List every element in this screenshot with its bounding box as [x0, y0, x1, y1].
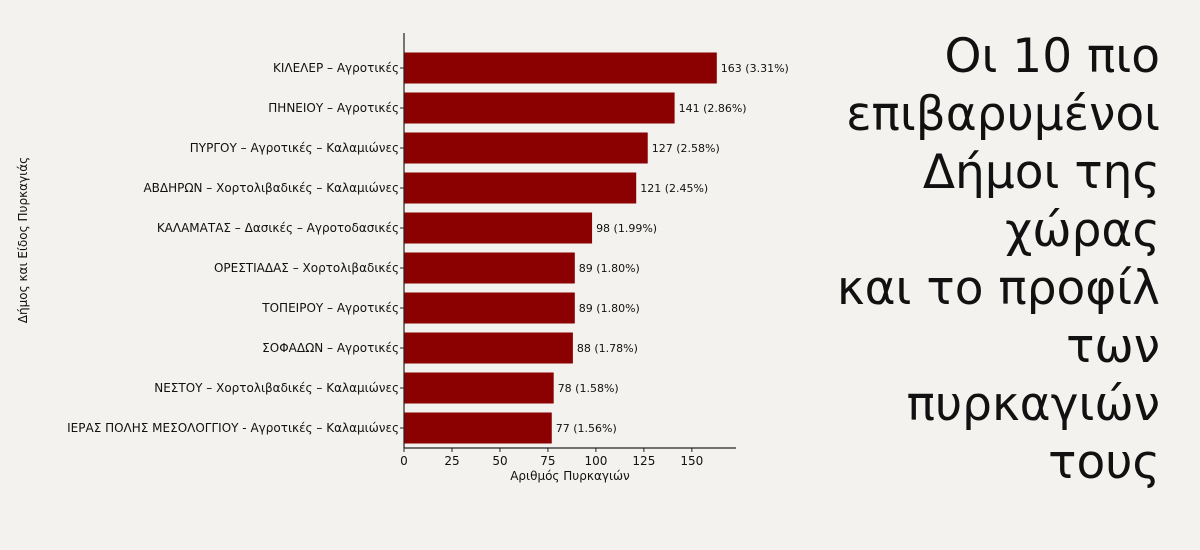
y-tick-label: ΚΙΛΕΛΕΡ – Αγροτικές: [273, 61, 399, 75]
bar-chart: ΚΙΛΕΛΕΡ – Αγροτικές ΠΗΝΕΙΟΥ – Αγροτικές ΠΥ…: [16, 33, 789, 483]
x-tick-label: 0: [400, 454, 408, 468]
data-label: 89 (1.80%): [579, 302, 640, 315]
x-tick-label: 75: [540, 454, 555, 468]
data-label: 98 (1.99%): [596, 222, 657, 235]
axes-layer: 0 25 50 75 100 125 150: [400, 33, 736, 468]
y-axis-title: Δήμος και Είδος Πυρκαγιάς: [16, 157, 30, 323]
y-tick-label: ΚΑΛΑΜΑΤΑΣ – Δασικές – Αγροτοδασικές: [157, 221, 399, 235]
x-tick-label: 125: [632, 454, 655, 468]
data-label: 88 (1.78%): [577, 342, 638, 355]
x-tick-label: 25: [444, 454, 459, 468]
bar: [404, 292, 575, 324]
y-tick-label: ΠΗΝΕΙΟΥ – Αγροτικές: [268, 101, 399, 115]
data-label: 77 (1.56%): [556, 422, 617, 435]
bar: [404, 52, 717, 84]
y-tick-label: ΟΡΕΣΤΙΑΔΑΣ – Χορτολιβαδικές: [214, 261, 399, 275]
bar: [404, 92, 675, 124]
side-title-line: και το προφίλ: [836, 261, 1160, 316]
data-label: 121 (2.45%): [640, 182, 708, 195]
x-axis-title: Αριθμός Πυρκαγιών: [510, 469, 630, 483]
bar: [404, 252, 575, 284]
data-labels-layer: 163 (3.31%) 141 (2.86%) 127 (2.58%) 121 (2.…: [556, 62, 789, 435]
bars-layer: [404, 52, 717, 444]
side-title-line: χώρας: [1005, 203, 1160, 258]
x-tick-label: 150: [680, 454, 703, 468]
data-label: 163 (3.31%): [721, 62, 789, 75]
side-title-line: των: [1066, 319, 1160, 374]
bar: [404, 372, 554, 404]
bar: [404, 212, 593, 244]
y-tick-label: ΠΥΡΓΟΥ – Αγροτικές – Καλαμιώνες: [190, 141, 399, 155]
x-tick-label: 100: [584, 454, 607, 468]
x-tick-label: 50: [492, 454, 507, 468]
side-title-line: επιβαρυμένοι: [846, 87, 1160, 142]
bar: [404, 132, 648, 164]
side-title-line: πυρκαγιών: [906, 377, 1160, 432]
y-tick-label: ΤΟΠΕΙΡΟΥ – Αγροτικές: [261, 301, 399, 315]
data-label: 78 (1.58%): [558, 382, 619, 395]
y-tick-label: ΝΕΣΤΟΥ – Χορτολιβαδικές – Καλαμιώνες: [154, 381, 399, 395]
y-tick-label: ΑΒΔΗΡΩΝ – Χορτολιβαδικές – Καλαμιώνες: [143, 181, 399, 195]
y-tick-label: ΙΕΡΑΣ ΠΟΛΗΣ ΜΕΣΟΛΟΓΓΙΟΥ - Αγροτικές – Κα…: [67, 421, 399, 435]
side-title-line: τους: [1048, 435, 1160, 490]
bar: [404, 332, 573, 364]
bar: [404, 172, 637, 204]
data-label: 127 (2.58%): [652, 142, 720, 155]
y-tick-label: ΣΟΦΑΔΩΝ – Αγροτικές: [262, 341, 399, 355]
bar: [404, 412, 552, 444]
side-title-line: Δήμοι της: [922, 145, 1160, 200]
side-title-line: Οι 10 πιο: [944, 29, 1160, 84]
category-labels-layer: ΚΙΛΕΛΕΡ – Αγροτικές ΠΗΝΕΙΟΥ – Αγροτικές ΠΥ…: [67, 61, 399, 435]
data-label: 89 (1.80%): [579, 262, 640, 275]
side-title: Οι 10 πιο επιβαρυμένοι Δήμοι της χώρας κ…: [800, 28, 1160, 492]
data-label: 141 (2.86%): [679, 102, 747, 115]
